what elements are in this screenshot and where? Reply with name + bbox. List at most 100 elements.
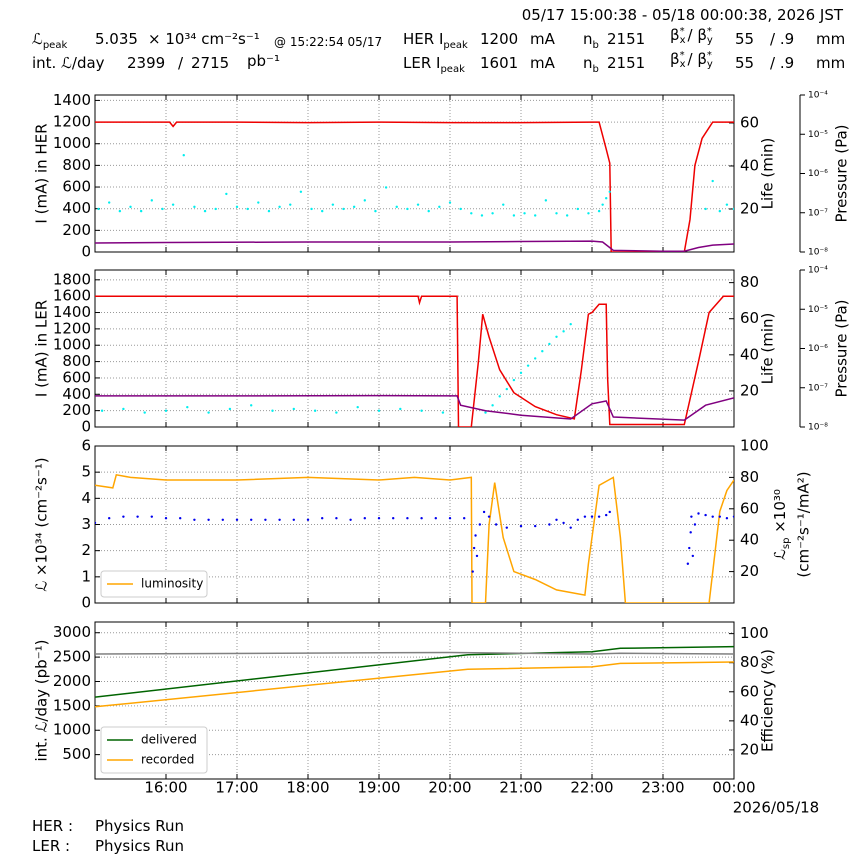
- series-line: [95, 121, 734, 252]
- y-tick-label: 800: [62, 156, 91, 174]
- data-point: [576, 207, 579, 211]
- data-point: [480, 214, 484, 217]
- sub: x: [679, 58, 686, 70]
- data-point: [732, 207, 734, 211]
- label-sub: peak: [440, 64, 465, 75]
- data-point: [420, 517, 423, 520]
- data-point: [523, 212, 526, 215]
- data-point: [335, 517, 338, 520]
- axis-title: (cm⁻²s⁻¹/mA²): [795, 471, 813, 577]
- data-point: [534, 214, 537, 217]
- y3-tick-label: 10⁻⁵: [808, 305, 828, 315]
- data-point: [459, 207, 462, 211]
- y-tick-label: 2500: [53, 648, 91, 666]
- data-point: [356, 405, 359, 409]
- x-tick-label: 19:00: [357, 779, 400, 797]
- data-point: [392, 517, 395, 520]
- data-point: [597, 515, 601, 518]
- data-point: [548, 342, 551, 346]
- axis-title: int. ℒ/day (pb⁻¹): [33, 640, 51, 762]
- data-point: [306, 518, 310, 521]
- beta: / β: [687, 50, 707, 68]
- x-tick-label: 23:00: [641, 779, 684, 797]
- data-point: [534, 524, 537, 528]
- data-point: [161, 207, 164, 211]
- label: HER I: [403, 30, 444, 48]
- plot-frame: [94, 621, 735, 780]
- y-tick-label: 3000: [53, 623, 91, 641]
- data-point: [471, 570, 474, 573]
- y-tick-label: 400: [62, 385, 91, 403]
- x-tick-label: 22:00: [570, 779, 613, 797]
- data-point: [395, 205, 398, 209]
- data-point: [108, 517, 111, 520]
- data-point: [583, 515, 587, 518]
- y-tick-label: 1: [81, 567, 91, 585]
- footer-value: Physics Run: [95, 837, 185, 855]
- data-point: [122, 515, 125, 518]
- legend-label: luminosity: [141, 577, 203, 591]
- y-tick-label: 1000: [53, 336, 91, 354]
- x-tick-label: 16:00: [144, 779, 187, 797]
- y2-tick-label: 80: [740, 653, 759, 671]
- data-point: [472, 546, 476, 550]
- axis-title: Life (min): [759, 138, 777, 210]
- peak-lumi-label: ℒpeak: [32, 30, 67, 55]
- data-point: [438, 205, 441, 209]
- data-point: [725, 203, 729, 206]
- data-point: [363, 199, 366, 202]
- beta-label: β * x / β * y: [670, 26, 715, 45]
- data-point: [171, 203, 175, 206]
- data-point: [164, 409, 168, 412]
- beta-idx: * y: [707, 50, 713, 69]
- y2-tick-label: 60: [740, 682, 759, 700]
- data-point: [544, 199, 548, 202]
- data-point: [278, 205, 281, 209]
- y-tick-label: 5: [81, 463, 91, 481]
- y-tick-label: 1400: [53, 303, 91, 321]
- data-point: [150, 199, 153, 202]
- y-tick-label: 500: [62, 745, 91, 763]
- data-point: [555, 212, 558, 215]
- y3-tick-label: 10⁻⁸: [808, 423, 828, 433]
- data-point: [310, 207, 313, 211]
- y3-tick-label: 10⁻⁴: [808, 266, 828, 276]
- peak-lumi: 5.035: [95, 30, 138, 48]
- data-point: [434, 517, 437, 520]
- y-tick-label: 1200: [53, 113, 91, 131]
- title-part: ×10³⁰: [771, 489, 789, 537]
- axis-title: Pressure (Pa): [833, 299, 851, 397]
- data-point: [214, 207, 217, 211]
- data-point: [136, 515, 139, 518]
- axis-title: Pressure (Pa): [833, 124, 851, 222]
- beta-x: 55: [735, 30, 755, 48]
- y-tick-label: 1000: [53, 721, 91, 739]
- y-tick-label: 200: [62, 221, 91, 239]
- data-point: [494, 523, 498, 526]
- y-tick-label: 1200: [53, 319, 91, 337]
- y2-tick-label: 100: [740, 624, 769, 642]
- x-tick-label: 17:00: [215, 779, 258, 797]
- data-point: [150, 515, 153, 518]
- data-point: [587, 212, 590, 215]
- y-tick-label: 200: [62, 401, 91, 419]
- y-tick-label: 800: [62, 352, 91, 370]
- data-point: [235, 518, 239, 521]
- beta-idx: * x: [679, 50, 686, 70]
- data-point: [491, 212, 494, 215]
- sub: x: [679, 34, 686, 46]
- data-point: [108, 201, 111, 204]
- data-point: [697, 512, 700, 515]
- y-tick-label: 0: [81, 594, 91, 612]
- label-sub: peak: [443, 40, 468, 51]
- data-point: [505, 526, 508, 529]
- data-point: [292, 407, 295, 411]
- y-tick-label: 2: [81, 541, 91, 559]
- data-point: [519, 371, 523, 375]
- data-point: [693, 523, 697, 526]
- data-point: [601, 203, 604, 206]
- y2-tick-label: 20: [740, 381, 759, 399]
- data-point: [526, 364, 530, 367]
